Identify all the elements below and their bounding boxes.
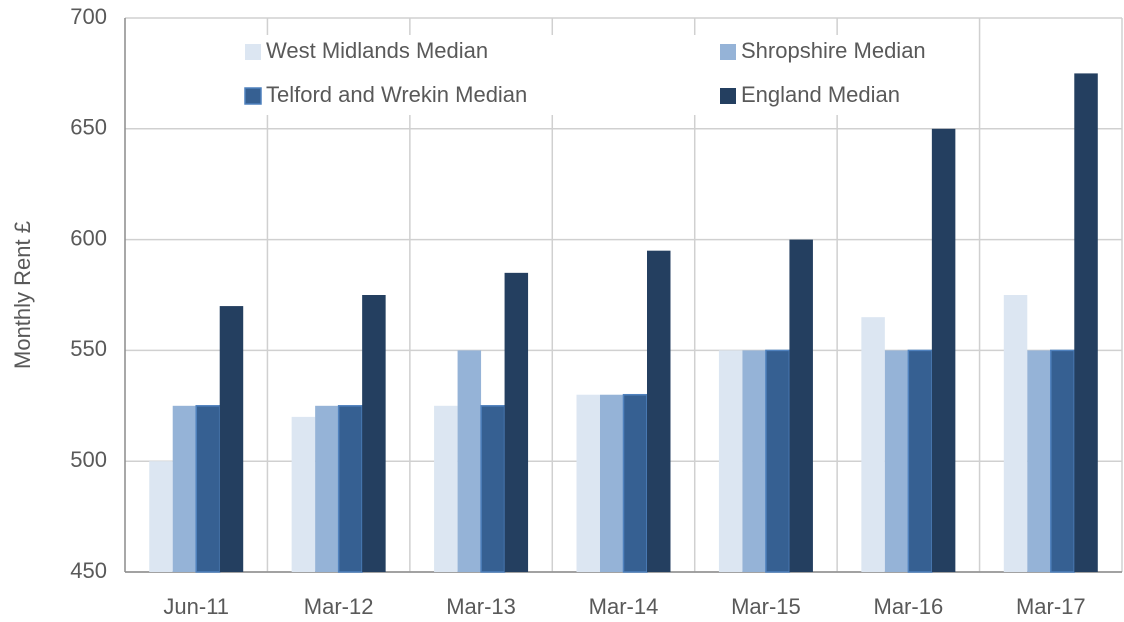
bar [504,272,529,572]
bar [315,405,339,572]
x-tick-label: Jun-11 [163,594,229,619]
bar [600,394,624,572]
legend-background [232,35,972,115]
bar [622,393,648,573]
bar [291,416,316,572]
legend-swatch [245,44,261,60]
bar [434,405,458,572]
y-tick-label: 600 [70,225,107,250]
y-tick-label: 650 [70,115,107,140]
x-tick-label: Mar-12 [304,594,374,619]
bar [337,405,363,573]
y-tick-label: 450 [70,558,107,583]
legend-swatch [244,87,262,105]
bar [1027,350,1051,572]
bar [480,405,506,573]
bar [576,394,600,572]
bar [172,405,197,572]
y-tick-label: 500 [70,447,107,472]
bar [647,250,671,572]
bar [457,350,482,572]
bar [149,461,173,572]
bar [907,349,933,573]
y-tick-label: 550 [70,336,107,361]
x-tick-label: Mar-13 [446,594,516,619]
legend-label: Shropshire Median [741,38,926,63]
bar [219,306,244,572]
legend-label: Telford and Wrekin Median [266,82,527,107]
legend-swatch [720,44,736,60]
bar [1074,73,1098,573]
x-tick-label: Mar-16 [874,594,944,619]
y-axis-label: Monthly Rent £ [10,221,35,369]
bar [861,317,885,572]
y-tick-label: 700 [70,4,107,29]
bar [884,350,909,572]
bar [195,405,221,573]
bar [1050,349,1076,573]
bar [362,295,386,572]
x-tick-label: Mar-15 [731,594,801,619]
legend-swatch [720,88,736,104]
x-tick-label: Mar-14 [589,594,659,619]
x-tick-label: Mar-17 [1016,594,1086,619]
bar [789,239,813,572]
legend-label: England Median [741,82,900,107]
bar [931,128,956,573]
bar [765,349,791,573]
bar [742,350,766,572]
legend-label: West Midlands Median [266,38,488,63]
bar [1003,295,1028,572]
bar [718,350,743,572]
